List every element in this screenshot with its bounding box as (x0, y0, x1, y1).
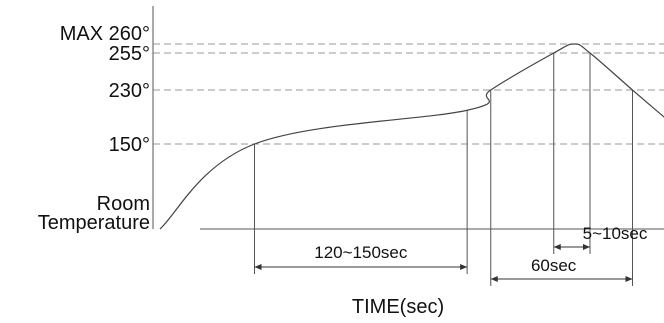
reference-lines (153, 43, 664, 145)
arrow-head (490, 276, 498, 282)
x-axis-title: TIME(sec) (352, 296, 444, 318)
y-tick-label: Room (97, 193, 150, 215)
y-tick-label: 255° (109, 43, 150, 65)
dimension-label: 60sec (531, 256, 577, 275)
arrow-head (254, 264, 262, 270)
chart-axes (152, 6, 664, 230)
temperature-profile-line (159, 43, 664, 230)
arrow-head (582, 244, 590, 250)
arrow-head (553, 244, 561, 250)
arrow-head (460, 264, 468, 270)
dimension-label: 120~150sec (314, 243, 408, 262)
duration-dimensions: 120~150sec 60sec 5~10sec (254, 224, 648, 282)
y-tick-label: 230° (109, 80, 150, 102)
arrow-head (625, 276, 633, 282)
y-tick-label: MAX 260° (60, 23, 150, 45)
y-tick-label: Temperature (38, 212, 150, 234)
temperature-curve (159, 43, 664, 230)
dimension-label: 5~10sec (583, 224, 648, 243)
drop-lines (254, 53, 633, 286)
y-tick-label: 150° (109, 134, 150, 156)
